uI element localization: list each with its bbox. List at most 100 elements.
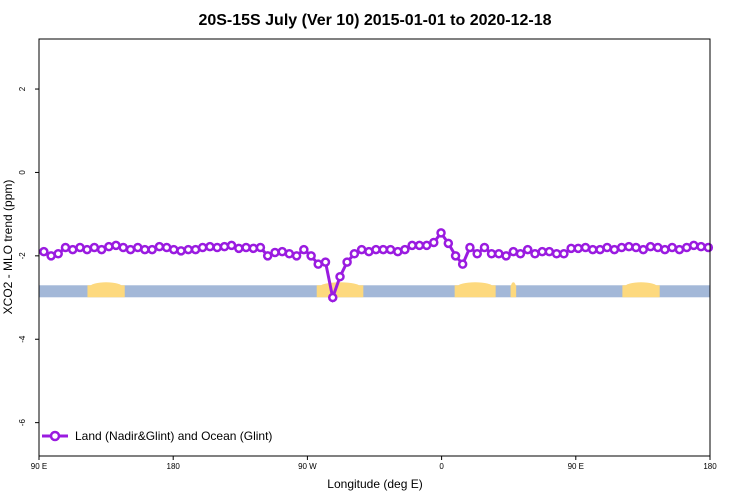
data-point — [306, 251, 316, 261]
y-tick-label: -6 — [18, 419, 27, 427]
data-point — [104, 241, 114, 252]
data-point — [291, 251, 302, 261]
data-point — [270, 247, 280, 258]
data-point — [335, 271, 345, 282]
data-point — [111, 240, 121, 251]
data-point — [255, 242, 266, 253]
x-tick-label: 0 — [439, 462, 444, 471]
x-tick-label: 90 E — [568, 462, 584, 471]
data-point — [580, 242, 591, 253]
data-point — [183, 244, 194, 255]
y-axis-label: XCO2 - MLO trend (ppm) — [1, 180, 15, 315]
data-point — [436, 228, 446, 238]
y-tick-label: 2 — [18, 86, 27, 91]
data-point — [327, 292, 338, 303]
legend: Land (Nadir&Glint) and Ocean (Glint) — [42, 429, 272, 443]
data-point — [234, 243, 244, 254]
data-point — [703, 242, 714, 253]
data-point — [479, 242, 490, 253]
y-axis: 2 0 -2 -4 -6 — [18, 86, 39, 426]
data-point — [356, 244, 367, 255]
data-point — [559, 249, 569, 259]
data-point — [320, 257, 331, 267]
data-point — [486, 249, 497, 259]
data-point — [241, 242, 251, 253]
plot-frame — [38, 38, 711, 457]
data-point — [501, 251, 511, 261]
land-bump — [90, 282, 122, 291]
data-point — [696, 241, 706, 252]
data-point — [400, 244, 410, 255]
data-point — [60, 242, 71, 253]
data-point — [689, 240, 699, 251]
data-point — [371, 244, 381, 255]
legend-label: Land (Nadir&Glint) and Ocean (Glint) — [75, 429, 272, 443]
data-point — [342, 257, 352, 267]
data-point — [645, 241, 656, 252]
x-tick-label: 180 — [167, 462, 181, 471]
data-point — [457, 259, 468, 269]
data-point — [544, 246, 555, 257]
data-point — [385, 244, 396, 255]
data-point — [169, 244, 179, 255]
y-tick-label: -4 — [18, 335, 27, 343]
data-point — [82, 244, 92, 255]
data-point — [515, 249, 526, 259]
data-point — [176, 246, 186, 256]
data-point — [660, 244, 670, 255]
data-point — [118, 242, 128, 253]
x-tick-label: 180 — [703, 462, 717, 471]
land-bump — [457, 282, 493, 291]
x-axis-label: Longitude (deg E) — [327, 477, 422, 491]
data-point — [674, 244, 685, 255]
data-point — [67, 244, 78, 255]
land-ocean-strip — [39, 282, 710, 298]
land-bump — [511, 282, 516, 291]
data-point — [154, 241, 165, 252]
x-tick-label: 90 W — [298, 462, 317, 471]
land-bump — [625, 282, 657, 291]
data-point — [89, 242, 100, 253]
data-point — [140, 244, 150, 255]
data-point — [494, 249, 504, 259]
y-tick-label: 0 — [18, 170, 27, 175]
data-point — [414, 240, 425, 251]
series-layer — [39, 228, 714, 304]
data-point — [609, 244, 620, 255]
data-point — [313, 259, 323, 269]
land-segment — [510, 285, 517, 298]
chart-title: 20S-15S July (Ver 10) 2015-01-01 to 2020… — [198, 12, 551, 29]
data-point — [429, 237, 439, 248]
data-point — [349, 249, 360, 259]
data-point — [125, 244, 136, 255]
data-point — [667, 242, 677, 253]
data-point — [262, 251, 273, 261]
data-point — [212, 242, 222, 253]
legend-marker — [49, 430, 61, 442]
ocean-band — [39, 285, 710, 298]
data-point — [147, 244, 157, 255]
data-point — [96, 244, 107, 255]
land-bump — [320, 282, 360, 291]
data-point — [443, 238, 454, 249]
data-point — [631, 242, 641, 253]
data-point — [284, 249, 295, 259]
y-tick-label: -2 — [18, 252, 27, 260]
data-point — [378, 244, 389, 255]
data-point — [588, 244, 598, 255]
data-point — [450, 251, 461, 261]
data-point — [465, 242, 475, 253]
data-point — [39, 246, 49, 257]
data-point — [205, 241, 215, 252]
data-point — [53, 249, 63, 259]
data-point — [573, 243, 583, 254]
data-point — [197, 242, 208, 253]
data-point — [472, 249, 482, 259]
data-point — [602, 242, 612, 253]
x-axis: 90 E 180 90 W 0 90 E 180 — [31, 456, 717, 471]
data-point — [226, 240, 237, 251]
data-point — [530, 249, 540, 259]
data-point — [219, 241, 230, 252]
data-point — [407, 240, 417, 251]
